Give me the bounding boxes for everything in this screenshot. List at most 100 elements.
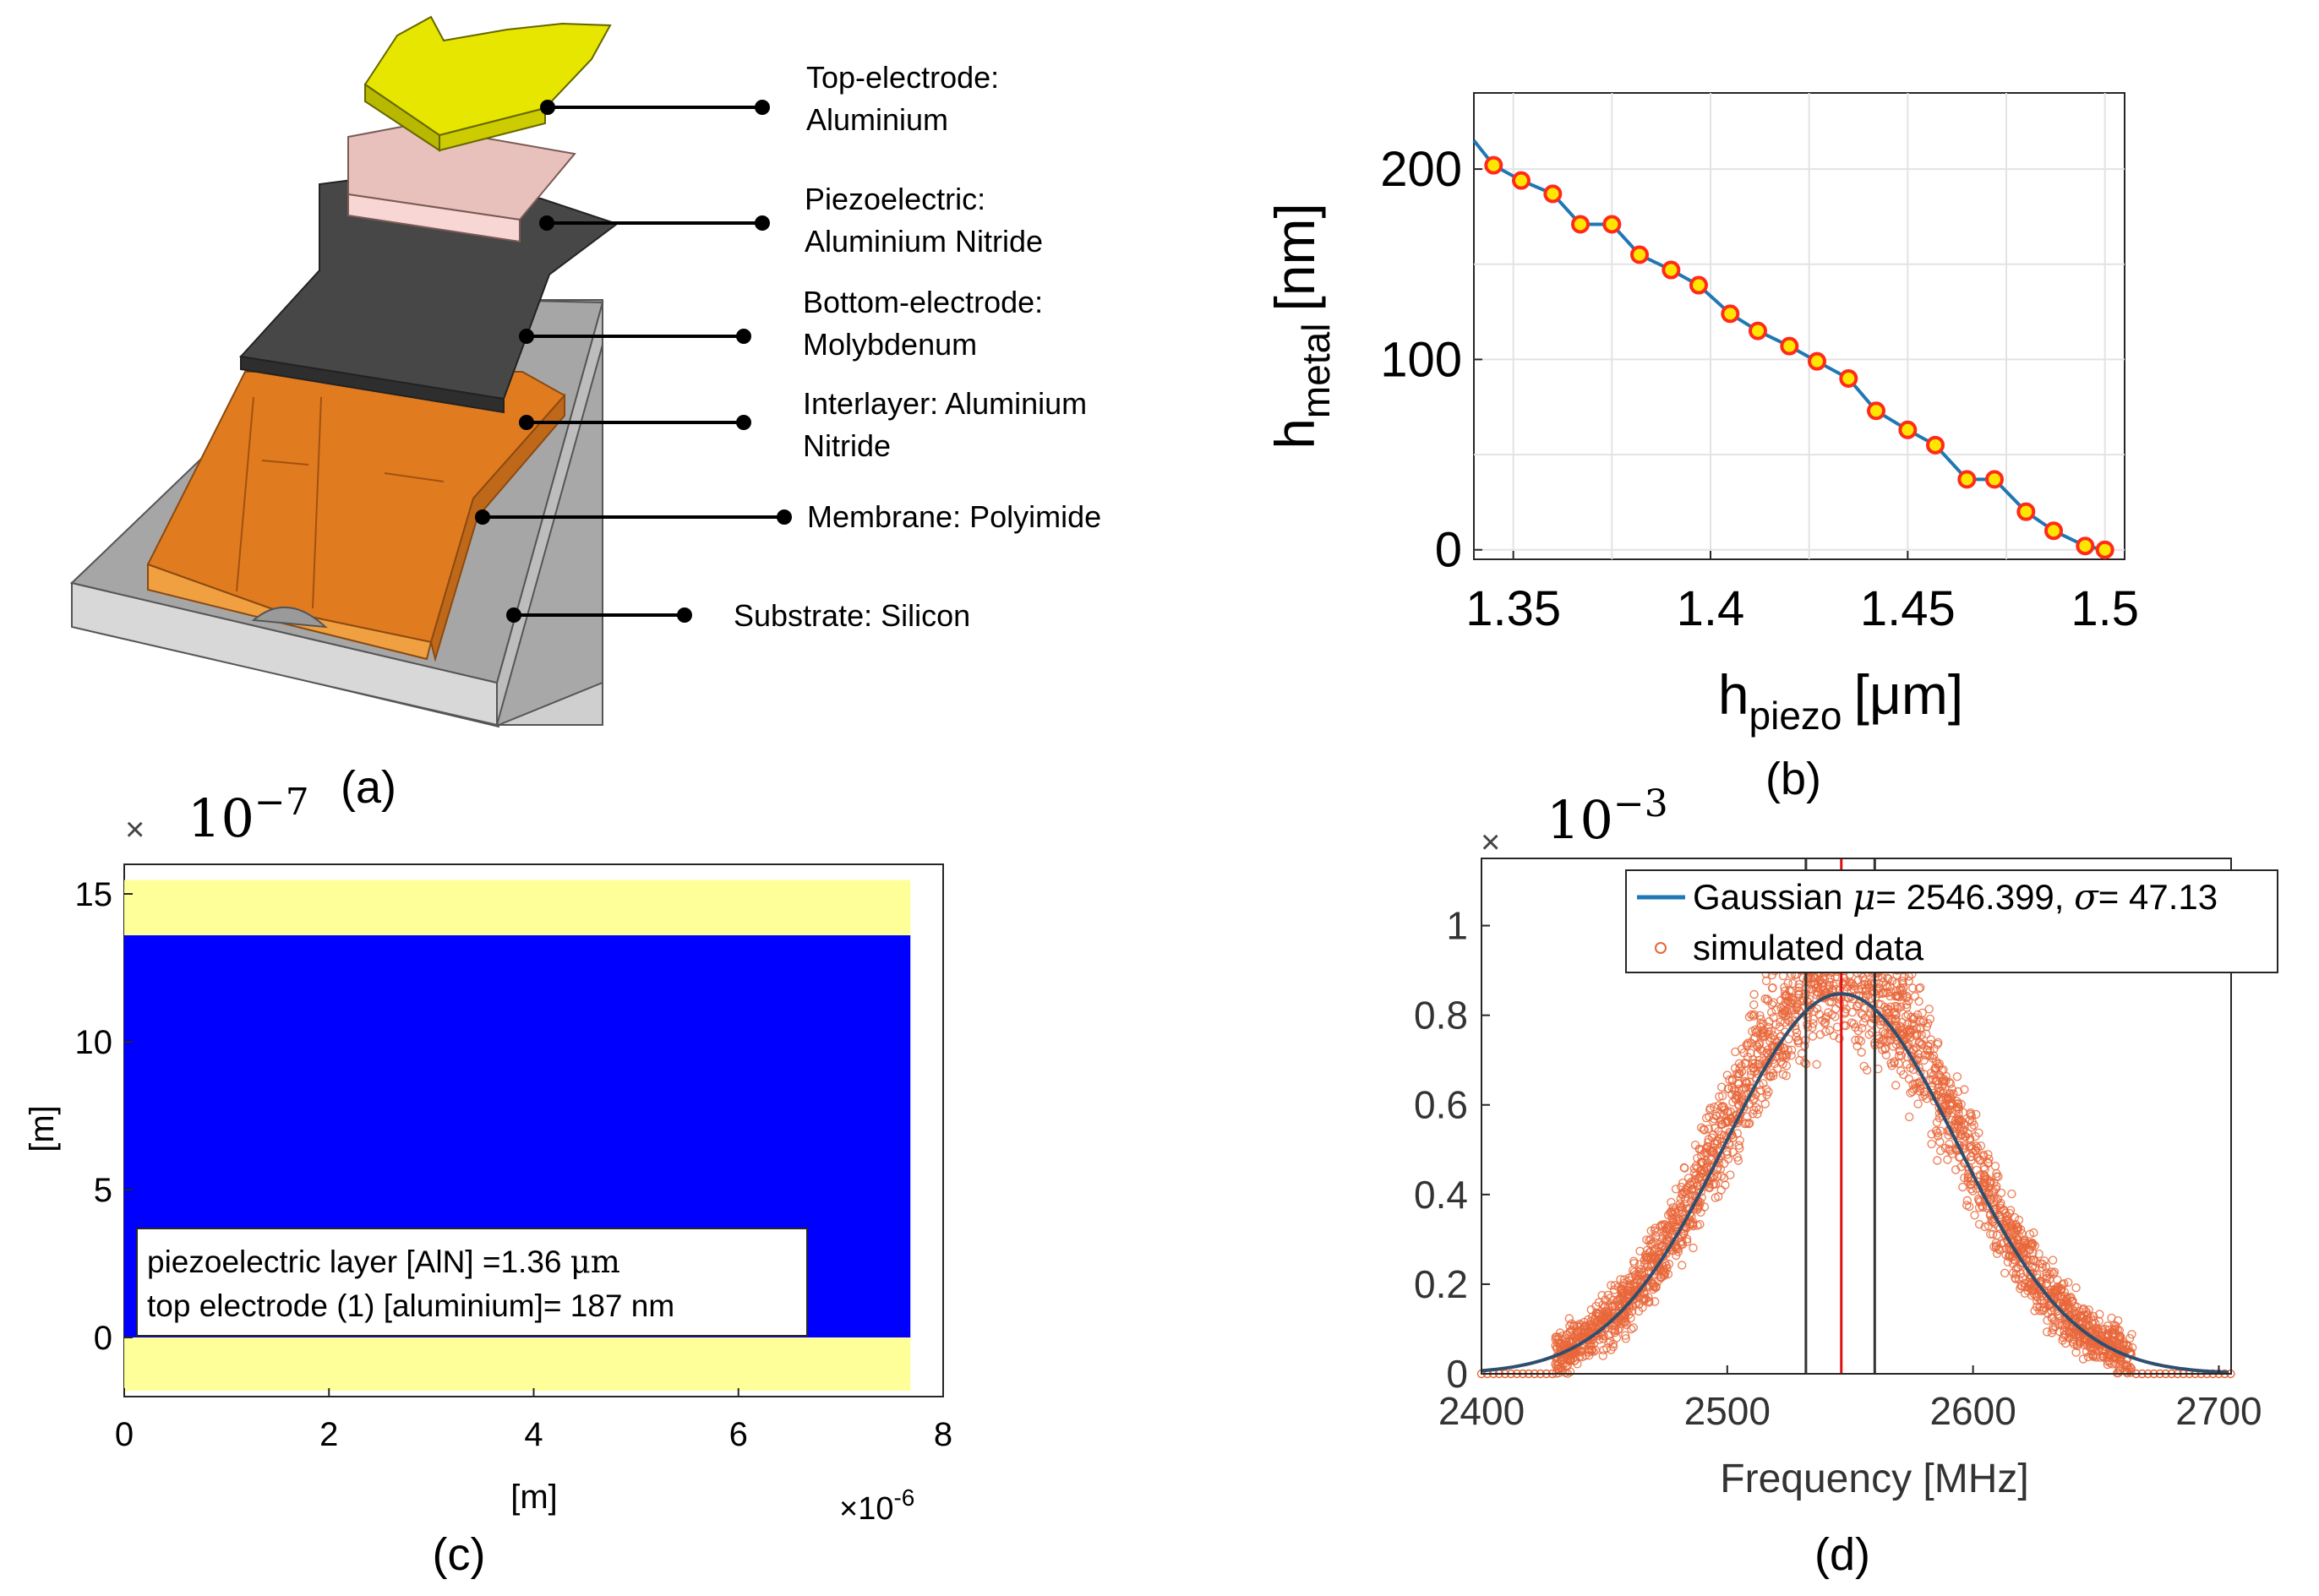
plot-d-scatter-point bbox=[1578, 1352, 1587, 1362]
plot-d-scatter-point bbox=[1884, 974, 1893, 983]
plot-d-scatter-point bbox=[1726, 1170, 1735, 1179]
plot-d-scatter-point bbox=[1749, 1067, 1760, 1076]
plot-c-region bbox=[124, 880, 911, 935]
plot-b-xtick-label: 1.35 bbox=[1465, 581, 1561, 636]
plot-b-point bbox=[1689, 275, 1708, 295]
plot-d-scatter-point bbox=[1754, 1105, 1764, 1114]
plot-d-scatter-point bbox=[1971, 1109, 1981, 1119]
plot-d-scatter-point bbox=[2028, 1255, 2038, 1265]
plot-d-scatter-point bbox=[2011, 1264, 2021, 1273]
plot-d-scatter-point bbox=[1877, 1036, 1886, 1045]
plot-d-scatter-point bbox=[2095, 1310, 2104, 1319]
plot-d-scatter-point bbox=[1988, 1229, 1998, 1239]
layer-material-interlayer: Nitride bbox=[803, 428, 891, 463]
plot-d-scatter-point bbox=[1667, 1207, 1677, 1217]
plot-d-scatter-point bbox=[1619, 1316, 1629, 1326]
plot-c-ytick-label: 0 bbox=[94, 1320, 112, 1357]
plot-c-x-multiplier: ×10 bbox=[839, 1491, 893, 1527]
plot-d-scatter-point bbox=[1898, 989, 1907, 999]
plot-d-scatter-point bbox=[1951, 1165, 1961, 1174]
plot-d-scatter-point bbox=[1973, 1152, 1982, 1163]
panel-label-d: (d) bbox=[1814, 1529, 1870, 1580]
plot-d-scatter-point bbox=[1601, 1343, 1612, 1353]
plot-d-scatter-point bbox=[1768, 1068, 1778, 1078]
plot-d-scatter-point bbox=[1809, 1019, 1818, 1028]
plot-d-scatter-point bbox=[1648, 1284, 1658, 1294]
plot-d-y-exponent-label: 10−3 bbox=[1547, 782, 1668, 851]
plot-b-xlabel-main: h bbox=[1718, 663, 1749, 726]
plot-b-point bbox=[1898, 420, 1918, 439]
plot-d-scatter-point bbox=[2023, 1256, 2033, 1266]
callout-piezo: Piezoelectric: Aluminium Nitride bbox=[539, 182, 1043, 259]
plot-d-scatter-point bbox=[1980, 1164, 1989, 1174]
plot-d-scatter-point bbox=[1733, 1156, 1743, 1165]
plot-d-scatter-point bbox=[1858, 972, 1868, 982]
plot-d-scatter-point bbox=[2011, 1274, 2021, 1284]
plot-d-scatter-point bbox=[1989, 1193, 1999, 1202]
plot-d-scatter-point bbox=[1650, 1297, 1660, 1306]
plot-d-scatter-point bbox=[1792, 1003, 1802, 1013]
plot-d-scatter-point bbox=[1754, 1059, 1765, 1069]
plot-d-scatter-point bbox=[1915, 983, 1925, 993]
plot-d-scatter-point bbox=[1978, 1152, 1989, 1162]
plot-d-scatter-point bbox=[1811, 983, 1821, 993]
legend-gaussian-post: = 47.13 bbox=[2098, 877, 2218, 917]
plot-d-scatter-point bbox=[1990, 1161, 2000, 1171]
plot-d-scatter-point bbox=[1947, 1149, 1957, 1158]
plot-d-scatter-point bbox=[1794, 989, 1804, 999]
plot-b-ytick-label: 0 bbox=[1435, 523, 1462, 578]
plot-d-scatter-point bbox=[1933, 1131, 1943, 1141]
plot-d-scatter-point bbox=[2018, 1258, 2027, 1267]
plot-d-scatter-point bbox=[2098, 1325, 2108, 1334]
plot-b-ytick-label: 100 bbox=[1380, 332, 1462, 387]
plot-d-scatter-point bbox=[2087, 1319, 2097, 1328]
plot-d-scatter-point bbox=[1881, 1006, 1891, 1016]
plot-d-scatter-point bbox=[1912, 1083, 1921, 1092]
plot-d-scatter-point bbox=[1897, 1017, 1907, 1027]
plot-d-scatter-point bbox=[1868, 1013, 1877, 1023]
plot-d-scatter-point bbox=[1918, 1092, 1928, 1101]
layer-name-substrate: Substrate: Silicon bbox=[734, 598, 970, 633]
plot-d-scatter-point bbox=[1603, 1290, 1612, 1300]
plot-b-area bbox=[1473, 92, 2125, 560]
plot-c-ticks: 0 2 4 6 8 0 5 10 15 bbox=[75, 876, 953, 1453]
plot-d-scatter-point bbox=[2111, 1359, 2120, 1368]
plot-d-scatter-point bbox=[1761, 976, 1771, 986]
plot-d-scatter-point bbox=[1945, 1077, 1954, 1087]
plot-b-point bbox=[1780, 336, 1799, 356]
plot-d-y-exponent-base: 10 bbox=[1547, 789, 1613, 851]
plot-d-legend-box bbox=[1625, 869, 2278, 973]
panel-a: Top-electrode: Aluminium Piezoelectric: … bbox=[69, 15, 1101, 813]
plot-d-scatter-point bbox=[1584, 1320, 1594, 1330]
plot-d-scatter-point bbox=[1678, 1190, 1687, 1200]
plot-d-scatter-point bbox=[1673, 1247, 1683, 1256]
plot-d-ytick-label: 0.8 bbox=[1414, 994, 1468, 1038]
plot-d-scatter-point bbox=[1744, 1119, 1754, 1128]
plot-d-scatter-point bbox=[1788, 978, 1798, 989]
layer-name-bottom-electrode: Bottom-electrode: bbox=[803, 285, 1043, 319]
plot-c-y-exponent: × bbox=[125, 811, 145, 848]
plot-d-scatter-point bbox=[2053, 1310, 2063, 1319]
plot-d-scatter-point bbox=[1676, 1202, 1686, 1212]
plot-d-scatter-point bbox=[1735, 1143, 1744, 1153]
plot-d-scatter-point bbox=[1759, 1079, 1768, 1088]
plot-d-scatter-point bbox=[1588, 1312, 1597, 1321]
plot-d-scatter-point bbox=[1909, 1021, 1918, 1031]
plot-d-scatter-point bbox=[2110, 1352, 2120, 1362]
plot-d-y-exponent-value: −3 bbox=[1613, 782, 1668, 825]
plot-d-scatter-point bbox=[1621, 1334, 1631, 1343]
plot-d-scatter-point bbox=[1716, 1115, 1726, 1125]
plot-d-scatter-point bbox=[1974, 1128, 1983, 1138]
plot-d-scatter-point bbox=[2020, 1288, 2030, 1299]
plot-d-scatter-point bbox=[1769, 1013, 1778, 1022]
plot-d-scatter-point bbox=[1815, 983, 1825, 994]
plot-d-scatter-point bbox=[1896, 1051, 1907, 1060]
plot-d-scatter-point bbox=[1612, 1321, 1621, 1331]
plot-b-point bbox=[2044, 521, 2063, 541]
callout-substrate: Substrate: Silicon bbox=[506, 598, 970, 633]
plot-d-scatter-point bbox=[1905, 1032, 1915, 1043]
plot-b-point bbox=[1749, 321, 1767, 340]
plot-d-scatter-point bbox=[1749, 989, 1759, 1000]
plot-d-scatter-point bbox=[1882, 973, 1892, 983]
plot-d-scatter-point bbox=[1935, 1146, 1945, 1156]
